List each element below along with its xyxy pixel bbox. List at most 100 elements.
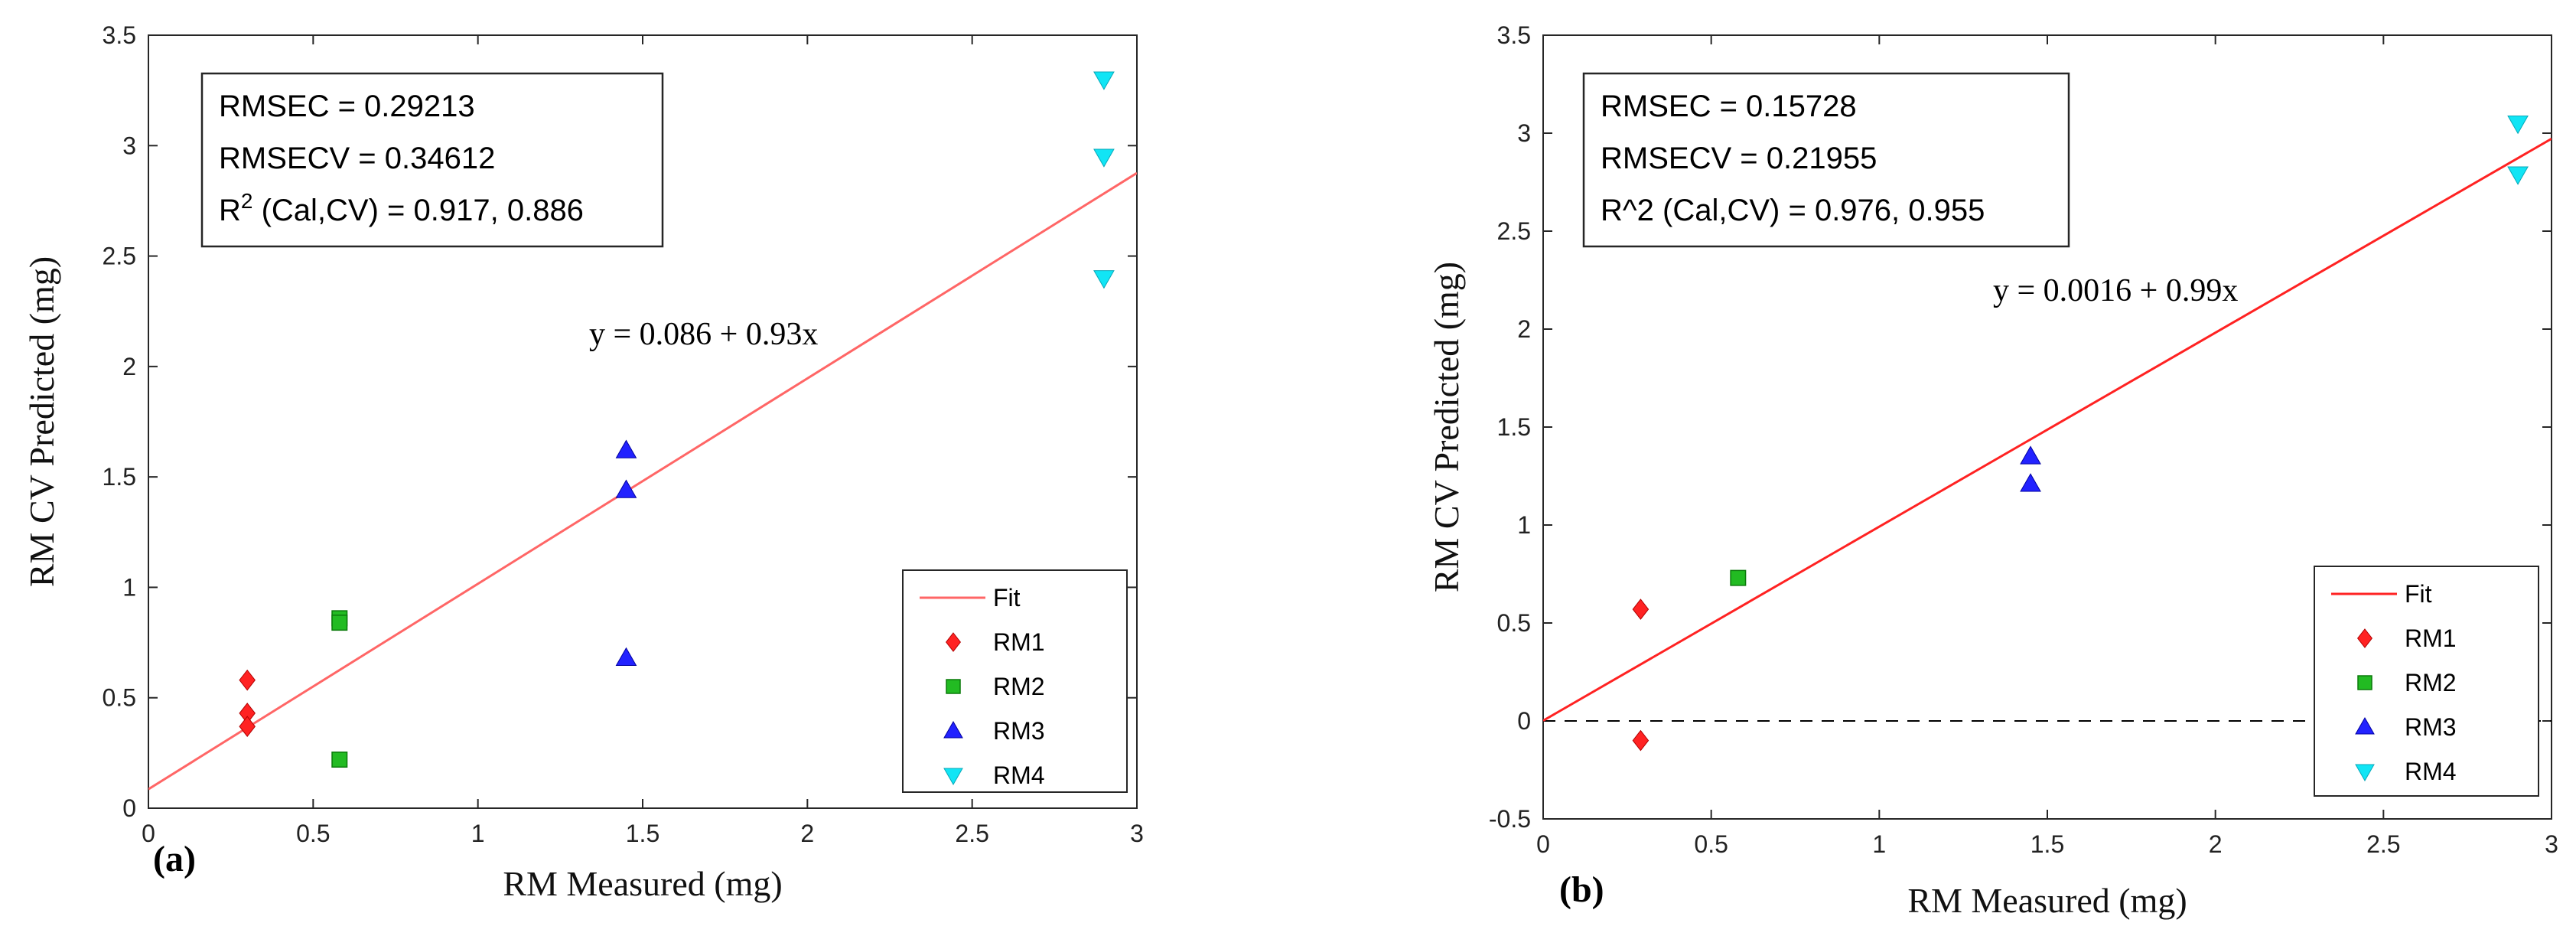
y-tick-label: 3 xyxy=(122,132,136,159)
series-rm2 xyxy=(331,610,348,768)
legend-marker-rm1 xyxy=(2357,628,2372,648)
y-axis-title: RM CV Predicted (mg) xyxy=(1427,262,1466,592)
legend: Fit RM1 RM2 RM3 RM4 xyxy=(2314,566,2539,797)
legend-label-rm1: RM1 xyxy=(993,628,1045,656)
x-tick-label: 2 xyxy=(2209,830,2223,858)
data-point-rm3 xyxy=(615,479,637,498)
y-tick-label: 0 xyxy=(122,794,136,822)
fit-line xyxy=(1543,137,2552,722)
x-axis-title: RM Measured (mg) xyxy=(1907,881,2187,920)
x-tick-label: 0 xyxy=(1536,830,1550,858)
fit-line xyxy=(148,171,1137,791)
series-rm4 xyxy=(2507,115,2529,185)
data-point-rm1 xyxy=(239,716,256,738)
y-tick-label: 2 xyxy=(122,353,136,380)
data-point-rm1 xyxy=(1632,598,1649,620)
y-tick-label: 1.5 xyxy=(103,463,136,491)
legend-marker-rm3 xyxy=(2355,716,2375,735)
y-axis-title: RM CV Predicted (mg) xyxy=(22,256,61,587)
y-tick-label: 3.5 xyxy=(103,21,136,49)
y-tick-label: 0.5 xyxy=(103,684,136,712)
legend-marker-rm1 xyxy=(946,632,961,652)
legend-fit-label: Fit xyxy=(993,584,1021,611)
data-point-rm1 xyxy=(239,669,256,691)
data-point-rm2 xyxy=(331,752,348,768)
legend-marker-rm2 xyxy=(946,679,961,694)
legend-fit-label: Fit xyxy=(2405,580,2432,608)
series-rm3 xyxy=(2020,445,2041,492)
panel-label: (a) xyxy=(153,839,196,879)
fit-equation: y = 0.0016 + 0.99x xyxy=(1993,273,2238,308)
y-tick-label: 3.5 xyxy=(1497,21,1531,49)
stats-rmsec: RMSEC = 0.29213 xyxy=(219,90,475,123)
legend-marker-rm2 xyxy=(2357,675,2372,690)
x-tick-label: 1.5 xyxy=(626,820,659,847)
y-tick-label: 2 xyxy=(1517,315,1531,343)
stats-r-superscript: 2 xyxy=(241,189,253,213)
y-tick-label: 0.5 xyxy=(1497,609,1531,637)
y-tick-label: -0.5 xyxy=(1489,805,1531,833)
x-tick-label: 3 xyxy=(2545,830,2558,858)
data-point-rm3 xyxy=(615,647,637,667)
y-tick-label: 1 xyxy=(122,573,136,601)
fit-equation: y = 0.086 + 0.93x xyxy=(589,317,818,352)
y-tick-label: 2.5 xyxy=(1497,217,1531,245)
stats-r-squared: R^2 (Cal,CV) = 0.976, 0.955 xyxy=(1601,194,1985,227)
stats-r-main: R xyxy=(219,194,241,227)
stats-rmsecv: RMSECV = 0.21955 xyxy=(1601,142,1877,175)
x-tick-label: 2.5 xyxy=(2366,830,2400,858)
stats-r-squared: R2 (Cal,CV) = 0.917, 0.886 xyxy=(219,189,584,227)
stats-box xyxy=(1582,72,2070,248)
legend: Fit RM1 RM2 RM3 RM4 xyxy=(902,569,1128,793)
x-tick-label: 0.5 xyxy=(1694,830,1728,858)
legend-marker-rm3 xyxy=(943,720,963,739)
legend-label-rm1: RM1 xyxy=(2405,625,2457,652)
legend-label-rm3: RM3 xyxy=(993,717,1045,745)
legend-box xyxy=(2314,566,2539,797)
chart-panel-a: 0 0.5 1 1.5 2 2.5 3 0 0.5 1 1.5 2 2.5 3 3.5 RMSEC = 0.2… xyxy=(22,21,1144,903)
legend-box xyxy=(902,569,1128,793)
data-point-rm2 xyxy=(331,615,348,631)
x-tick-label: 1 xyxy=(471,820,485,847)
data-point-rm4 xyxy=(2507,115,2529,135)
y-tick-label: 1 xyxy=(1517,511,1531,539)
data-point-rm4 xyxy=(1093,270,1115,289)
stats-box xyxy=(200,72,664,248)
legend-marker-rm4 xyxy=(2355,764,2375,782)
y-tick-label: 2.5 xyxy=(103,243,136,270)
data-point-rm4 xyxy=(1093,148,1115,168)
series-rm1 xyxy=(1632,598,1649,752)
series-rm1 xyxy=(239,669,256,738)
y-tick-label: 3 xyxy=(1517,119,1531,147)
legend-label-rm4: RM4 xyxy=(993,762,1045,789)
legend-label-rm2: RM2 xyxy=(2405,669,2457,696)
x-axis-title: RM Measured (mg) xyxy=(503,864,782,903)
x-tick-label: 1.5 xyxy=(2031,830,2064,858)
x-tick-label: 2.5 xyxy=(955,820,988,847)
stats-rmsecv: RMSECV = 0.34612 xyxy=(219,142,495,175)
x-tick-label: 3 xyxy=(1130,820,1144,847)
data-point-rm3 xyxy=(2020,445,2041,465)
legend-marker-rm4 xyxy=(943,768,963,786)
series-rm2 xyxy=(1730,569,1747,586)
data-point-rm4 xyxy=(2507,166,2529,185)
data-point-rm3 xyxy=(2020,473,2041,492)
stats-rmsec: RMSEC = 0.15728 xyxy=(1601,90,1857,123)
y-tick-label: 1.5 xyxy=(1497,413,1531,441)
data-point-rm4 xyxy=(1093,71,1115,90)
x-tick-label: 1 xyxy=(1872,830,1886,858)
y-tick-label: 0 xyxy=(1517,707,1531,735)
stats-r-main: R^2 (Cal,CV) = 0.976, 0.955 xyxy=(1601,194,1985,227)
panel-label: (b) xyxy=(1559,869,1604,910)
series-rm4 xyxy=(1093,71,1115,289)
legend-label-rm3: RM3 xyxy=(2405,713,2457,741)
legend-label-rm4: RM4 xyxy=(2405,758,2457,785)
data-point-rm3 xyxy=(615,439,637,458)
series-rm3 xyxy=(615,439,637,667)
x-tick-label: 0 xyxy=(142,820,155,847)
stats-r-rest: (Cal,CV) = 0.917, 0.886 xyxy=(252,194,583,227)
x-tick-label: 2 xyxy=(800,820,814,847)
legend-label-rm2: RM2 xyxy=(993,673,1045,700)
